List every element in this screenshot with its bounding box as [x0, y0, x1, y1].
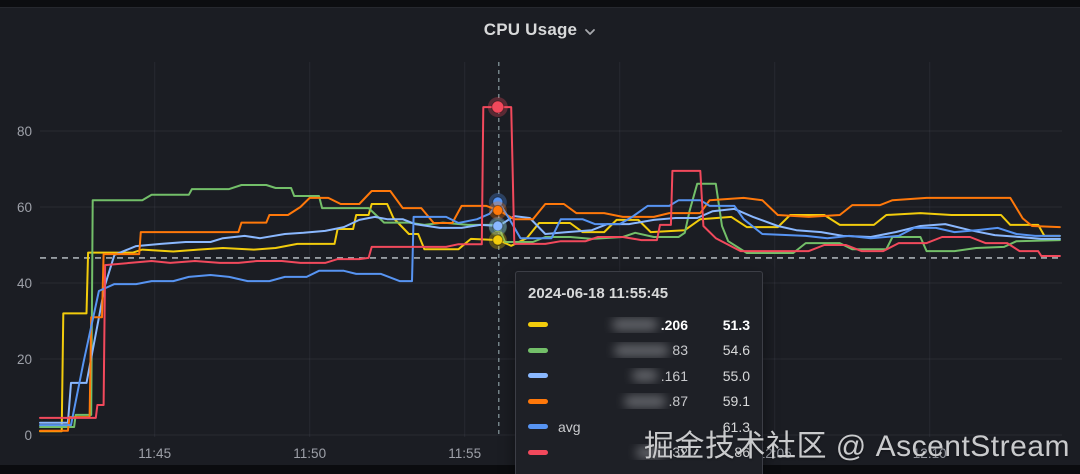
redacted-label-blur: [611, 318, 658, 332]
tooltip-label-text: .87: [668, 393, 688, 410]
x-axis-label: 12:10: [913, 446, 947, 461]
y-axis-label: 80: [17, 124, 32, 139]
tooltip-row-3: .87 59.1: [528, 389, 750, 415]
tooltip-row-4: avg 61.3: [528, 414, 750, 440]
tooltip-series-value: 51.3: [722, 316, 750, 333]
redacted-label-blur: [623, 394, 666, 408]
series-color-swatch: [528, 449, 548, 455]
top-strip: [0, 0, 1080, 8]
series-color-swatch: [528, 424, 548, 430]
tooltip-row-5: .32 86: [528, 440, 750, 466]
tooltip-series-label: avg: [558, 419, 688, 435]
crosshair-point: [491, 100, 505, 114]
tooltip-series-label: .87: [558, 393, 688, 409]
series-color-swatch: [528, 398, 548, 404]
tooltip-series-label: .32: [558, 444, 688, 460]
tooltip-series-label: 83: [558, 342, 688, 358]
y-axis-label: 20: [17, 352, 32, 367]
tooltip-row-1: 83 54.6: [528, 338, 750, 364]
tooltip-row-0: .206 51.3: [528, 312, 750, 338]
x-axis-label: 12:05: [758, 446, 792, 461]
x-axis-label: 11:55: [448, 446, 481, 461]
tooltip-label-text: 83: [672, 342, 688, 359]
tooltip-series-value: 59.1: [722, 393, 750, 410]
series-color-swatch: [528, 373, 548, 379]
chevron-down-icon: [584, 26, 596, 38]
tooltip-series-label: .161: [558, 368, 688, 384]
tooltip-label-text: .161: [660, 367, 688, 384]
redacted-label-blur: [614, 343, 670, 357]
panel-title-menu[interactable]: CPU Usage: [0, 8, 1080, 52]
y-axis-label: 60: [17, 200, 32, 215]
crosshair-point: [492, 204, 504, 216]
x-axis-label: 11:45: [138, 446, 171, 461]
redacted-label-blur: [635, 445, 666, 459]
tooltip-series-value: 86: [734, 444, 750, 461]
hover-tooltip: 2024-06-18 11:55:45 .206 51.3 83 54.6 .161 55…: [515, 271, 763, 474]
tooltip-series-value: 61.3: [722, 418, 750, 435]
series-line-3: [39, 190, 1061, 432]
redacted-label-blur: [631, 369, 658, 383]
tooltip-label-text: .206: [660, 316, 688, 333]
tooltip-row-2: .161 55.0: [528, 363, 750, 389]
crosshair-point: [492, 220, 504, 232]
tooltip-label-text: avg: [558, 418, 581, 435]
series-line-5: [39, 106, 1061, 419]
tooltip-series-value: 54.6: [722, 342, 750, 359]
tooltip-timestamp: 2024-06-18 11:55:45: [528, 285, 669, 302]
tooltip-label-text: .32: [668, 444, 688, 461]
crosshair-point: [492, 234, 504, 246]
y-axis-label: 40: [17, 276, 32, 291]
series-color-swatch: [528, 322, 548, 328]
panel-title: CPU Usage: [483, 20, 578, 39]
series-color-swatch: [528, 347, 548, 353]
tooltip-series-value: 55.0: [722, 367, 750, 384]
y-axis-label: 0: [24, 428, 32, 443]
x-axis-label: 11:50: [293, 446, 326, 461]
tooltip-series-label: .206: [558, 317, 688, 333]
